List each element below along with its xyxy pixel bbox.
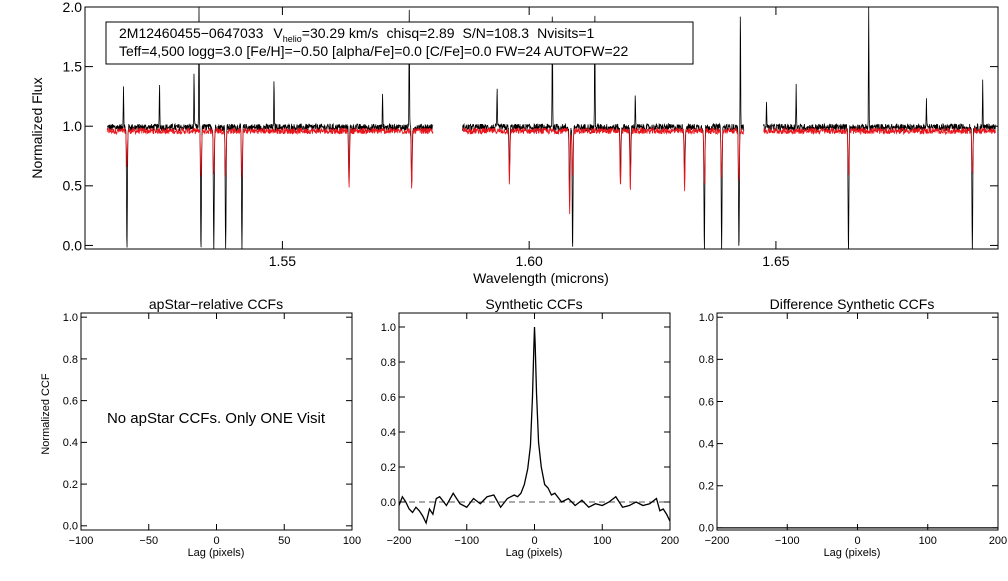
- apstar_ccf-x-tick-label: 100: [343, 535, 361, 547]
- difference-ccf-plot-frame: [716, 312, 999, 531]
- chisq-value: chisq=2.89: [386, 25, 454, 41]
- difference_ccf-x-tick-label: −100: [775, 535, 800, 547]
- apstar_ccf-y-tick-label: 1.0: [63, 312, 78, 324]
- spectrum-panel: 1.55 1.60 1.65 0.0 0.5 1.0 1.5 2.0 Wavelength (…: [29, 0, 999, 286]
- apstar_ccf-y-tick-label: 0.4: [63, 437, 78, 449]
- synthetic_ccf-x-tick-label: 0: [531, 535, 537, 547]
- difference_ccf-x-tick-label: 200: [989, 535, 1007, 547]
- apstar_ccf-y-tick-label: 0.8: [63, 354, 78, 366]
- synthetic-ccf-title: Synthetic CCFs: [485, 296, 582, 312]
- apstar-ccf-panel: −100 −50 0 50 100 0.0 0.2 0.4 0.6 0.8 1.0 apStar−r…: [40, 296, 361, 559]
- snr-value: S/N=108.3: [463, 25, 530, 41]
- difference_ccf-x-tick-label: 0: [854, 535, 860, 547]
- spectrum-x-tick-label: 1.65: [762, 253, 789, 269]
- apstar_ccf-y-tick-label: 0.6: [63, 395, 78, 407]
- spectrum-y-axis-label: Normalized Flux: [29, 77, 45, 178]
- star-id: 2M12460455−0647033: [119, 25, 264, 41]
- difference_ccf-y-tick-label: 0.8: [699, 354, 714, 366]
- synthetic_ccf-y-tick-label: 0.2: [381, 462, 396, 474]
- synthetic-ccf-panel: −200 −100 0 100 200 0.0 0.2 0.4 0.6 0.8 1.0 Synthe…: [381, 296, 679, 559]
- synthetic_ccf-x-tick-label: 100: [593, 535, 611, 547]
- spectrum-y-tick-label: 0.5: [63, 178, 83, 194]
- synthetic_ccf-y-tick-label: 0.0: [381, 497, 396, 509]
- stellar-parameters-box: 2M12460455−0647033 Vhelio=30.29 km/s chisq…: [105, 21, 694, 65]
- apstar_ccf-x-tick-label: −50: [139, 535, 158, 547]
- spectrum-x-tick-label: 1.55: [269, 253, 296, 269]
- spectrum-x-axis-label: Wavelength (microns): [473, 270, 609, 286]
- difference_ccf-y-tick-label: 1.0: [699, 312, 714, 324]
- synthetic_ccf-y-tick-label: 0.8: [381, 357, 396, 369]
- spectrum-x-tick-label: 1.60: [516, 253, 543, 269]
- synthetic_ccf-y-tick-label: 1.0: [381, 322, 396, 334]
- apstar_ccf-y-tick-label: 0.2: [63, 479, 78, 491]
- apstar_ccf-x-tick-label: −100: [69, 535, 94, 547]
- apstar_ccf-x-tick-label: 50: [278, 535, 290, 547]
- difference_ccf-x-tick-label: 100: [919, 535, 937, 547]
- model-spectrum-line: [106, 126, 434, 189]
- spectrum-plot-frame: [84, 6, 999, 250]
- spectrum-y-tick-label: 1.5: [63, 59, 83, 75]
- apstar-ccf-x-axis-label: Lag (pixels): [188, 547, 245, 559]
- spectrum-y-tick-label: 2.0: [63, 0, 83, 15]
- difference-ccf-panel: −200 −100 0 100 200 0.0 0.2 0.4 0.6 0.8 1.0 Differ…: [699, 296, 1007, 559]
- v-helio-symbol: V: [273, 25, 283, 41]
- synthetic_ccf-x-tick-label: −200: [387, 535, 412, 547]
- difference_ccf-x-tick-label: −200: [705, 535, 730, 547]
- synthetic_ccf-y-tick-label: 0.6: [381, 392, 396, 404]
- observed-spectrum-line: [107, 7, 434, 249]
- difference_ccf-y-tick-label: 0.2: [699, 481, 714, 493]
- spectrum-y-tick-label: 1.0: [63, 118, 83, 134]
- apstar-ccf-y-axis-label: Normalized CCF: [40, 373, 52, 455]
- model-spectrum-line: [462, 126, 745, 215]
- v-helio-value: =30.29 km/s: [302, 25, 379, 41]
- apstar-ccf-title: apStar−relative CCFs: [149, 296, 283, 312]
- no-apstar-ccfs-message: No apStar CCFs. Only ONE Visit: [107, 410, 326, 427]
- synthetic-ccf-line: [398, 326, 671, 525]
- apstar_ccf-y-tick-label: 0.0: [63, 521, 78, 533]
- difference_ccf-y-tick-label: 0.0: [699, 523, 714, 535]
- star-info-line-2: Teff=4,500 logg=3.0 [Fe/H]=−0.50 [alpha/…: [119, 43, 628, 59]
- synthetic-ccf-x-axis-label: Lag (pixels): [506, 547, 563, 559]
- difference_ccf-y-tick-label: 0.6: [699, 396, 714, 408]
- difference-ccf-x-axis-label: Lag (pixels): [824, 547, 881, 559]
- synthetic_ccf-x-tick-label: −100: [454, 535, 479, 547]
- spectrum-y-tick-label: 0.0: [63, 237, 83, 253]
- difference_ccf-y-tick-label: 0.4: [699, 438, 714, 450]
- star-info-line-1: 2M12460455−0647033 Vhelio=30.29 km/s chisq…: [119, 25, 595, 44]
- difference-ccf-title: Difference Synthetic CCFs: [770, 296, 935, 312]
- v-helio-subscript: helio: [283, 34, 302, 44]
- synthetic_ccf-x-tick-label: 200: [661, 535, 679, 547]
- model-spectrum-line: [763, 126, 996, 176]
- synthetic_ccf-y-tick-label: 0.4: [381, 427, 396, 439]
- nvisits-value: Nvisits=1: [537, 25, 594, 41]
- apstar_ccf-x-tick-label: 0: [213, 535, 219, 547]
